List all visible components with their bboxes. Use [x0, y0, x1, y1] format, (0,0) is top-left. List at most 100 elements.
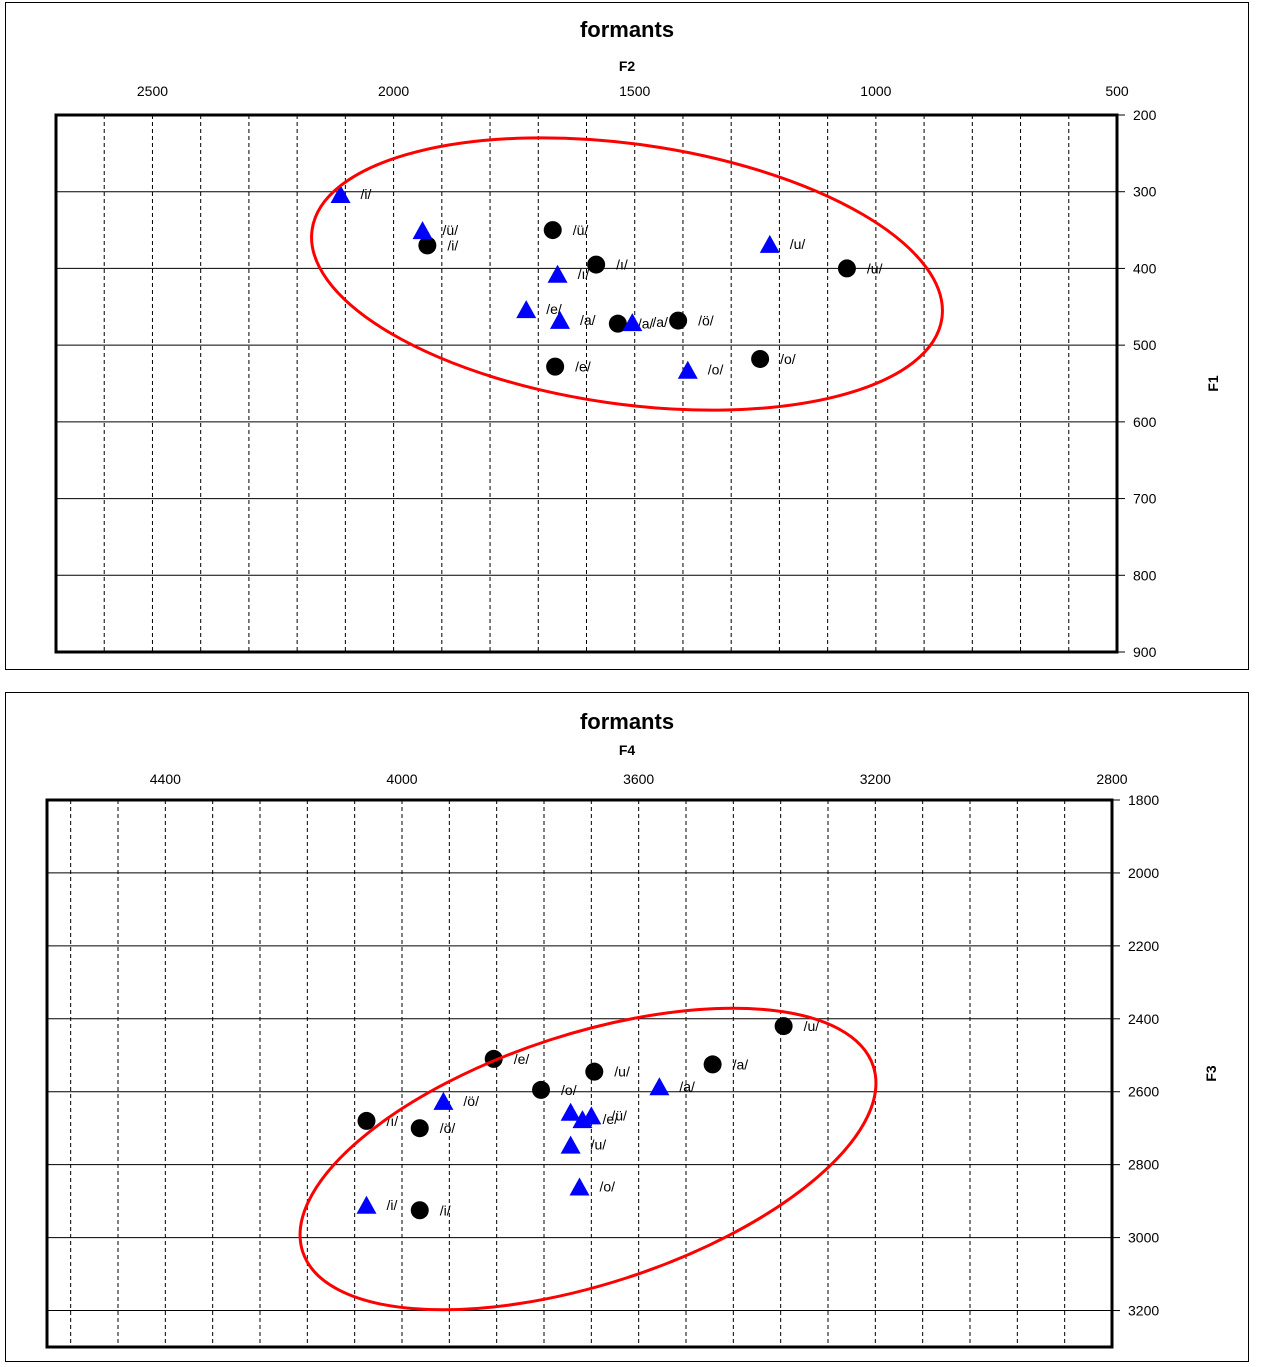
data-point-triangle [549, 310, 570, 329]
data-point-label: /i/ [440, 1202, 451, 1218]
x-tick-label: 4000 [386, 771, 417, 787]
data-point-triangle [572, 1110, 593, 1129]
x-tick-label: 1000 [860, 83, 891, 99]
data-point-label: /i/ [361, 186, 372, 202]
y-axis-label: F3 [1203, 1065, 1219, 1082]
x-axis-label: F2 [619, 58, 636, 74]
data-point-label: /a/ [733, 1056, 749, 1072]
data-point-circle [703, 1055, 722, 1074]
x-axis-label: F4 [619, 742, 636, 758]
data-point-circle [774, 1017, 793, 1036]
data-point-triangle [759, 234, 780, 253]
x-tick-label: 3200 [860, 771, 891, 787]
data-point-label: /o/ [561, 1082, 577, 1098]
data-point-label: /ö/ [463, 1093, 479, 1109]
data-point-label: /ü/ [443, 222, 459, 238]
data-point-triangle [433, 1091, 454, 1110]
highlight-ellipse [310, 136, 944, 412]
data-point-triangle [622, 313, 643, 332]
data-point-triangle [516, 300, 537, 319]
data-point-label: /ı/ [616, 257, 628, 273]
data-point-label: /e/ [514, 1051, 530, 1067]
chart-panel-f1-f2: formants F2 F1 2500 2000 1500 1000 500 200 300 400… [5, 2, 1249, 670]
y-tick-label: 700 [1133, 491, 1157, 507]
data-point-label: /u/ [867, 260, 883, 276]
data-point-label: /u/ [804, 1018, 820, 1034]
data-point-label: /ö/ [698, 313, 714, 329]
y-tick-label: 800 [1133, 567, 1157, 583]
data-point-triangle [677, 360, 698, 379]
y-tick-label: 200 [1133, 107, 1157, 123]
data-point-label: /o/ [600, 1179, 616, 1195]
data-point-label: /u/ [790, 236, 806, 252]
data-point-triangle [560, 1135, 581, 1154]
data-point-triangle [649, 1077, 670, 1096]
x-tick-label: 4400 [150, 771, 181, 787]
data-point-circle [410, 1201, 429, 1220]
data-point-label: /ı/ [578, 266, 590, 282]
data-point-circle [357, 1111, 376, 1130]
data-point-circle [532, 1080, 551, 1099]
data-point-triangle [330, 185, 351, 204]
data-point-circle [837, 259, 856, 278]
y-tick-label: 2000 [1128, 865, 1159, 881]
x-tick-label: 2000 [378, 83, 409, 99]
data-point-label: /ü/ [573, 222, 589, 238]
data-point-triangle [560, 1102, 581, 1121]
data-point-label: /a/ [638, 316, 654, 332]
y-tick-label: 2800 [1128, 1157, 1159, 1173]
data-point-label: /e/ [602, 1111, 618, 1127]
chart-title: formants [580, 709, 674, 734]
y-tick-label: 3200 [1128, 1303, 1159, 1319]
data-point-label: /ü/ [611, 1107, 627, 1123]
x-tick-label: 2800 [1096, 771, 1127, 787]
data-point-label: /u/ [614, 1064, 630, 1080]
chart-title: formants [580, 17, 674, 42]
data-point-label: /o/ [708, 362, 724, 378]
data-point-label: /o/ [780, 351, 796, 367]
y-tick-label: 500 [1133, 337, 1157, 353]
x-tick-label: 3600 [623, 771, 654, 787]
data-point-label: /e/ [546, 301, 562, 317]
y-tick-label: 400 [1133, 260, 1157, 276]
data-point-triangle [356, 1195, 377, 1214]
plot-frame [45, 798, 1114, 1349]
chart-panel-f3-f4: formants F4 F3 4400 4000 3600 3200 2800 1800 2000… [5, 692, 1249, 1362]
data-point-label: /u/ [591, 1137, 607, 1153]
y-axis-label: F1 [1205, 375, 1221, 392]
data-point-circle [546, 357, 565, 376]
y-tick-label: 900 [1133, 644, 1157, 660]
x-tick-label: 500 [1105, 83, 1129, 99]
y-tick-label: 300 [1133, 184, 1157, 200]
data-point-circle [418, 236, 437, 255]
y-tick-label: 2400 [1128, 1011, 1159, 1027]
data-point-label: /a/ [652, 314, 668, 330]
data-point-circle [669, 311, 688, 330]
data-point-label: /e/ [575, 359, 591, 375]
data-point-circle [543, 221, 562, 240]
highlight-ellipse [298, 1006, 878, 1312]
data-point-label: /i/ [387, 1197, 398, 1213]
x-tick-label: 1500 [619, 83, 650, 99]
data-point-circle [751, 349, 770, 368]
data-point-label: /i/ [447, 237, 458, 253]
y-tick-label: 3000 [1128, 1230, 1159, 1246]
plot-frame [54, 113, 1119, 654]
data-point-triangle [569, 1177, 590, 1196]
y-tick-label: 1800 [1128, 792, 1159, 808]
data-point-label: /ö/ [440, 1120, 456, 1136]
data-point-circle [587, 255, 606, 274]
x-tick-label: 2500 [137, 83, 168, 99]
y-tick-label: 2600 [1128, 1084, 1159, 1100]
data-point-label: /ı/ [387, 1113, 399, 1129]
data-point-triangle [547, 264, 568, 283]
data-point-circle [585, 1062, 604, 1081]
data-point-triangle [412, 221, 433, 240]
y-tick-label: 600 [1133, 414, 1157, 430]
data-point-label: /a/ [580, 312, 596, 328]
y-tick-label: 2200 [1128, 938, 1159, 954]
data-point-label: /a/ [679, 1078, 695, 1094]
data-point-circle [608, 314, 627, 333]
